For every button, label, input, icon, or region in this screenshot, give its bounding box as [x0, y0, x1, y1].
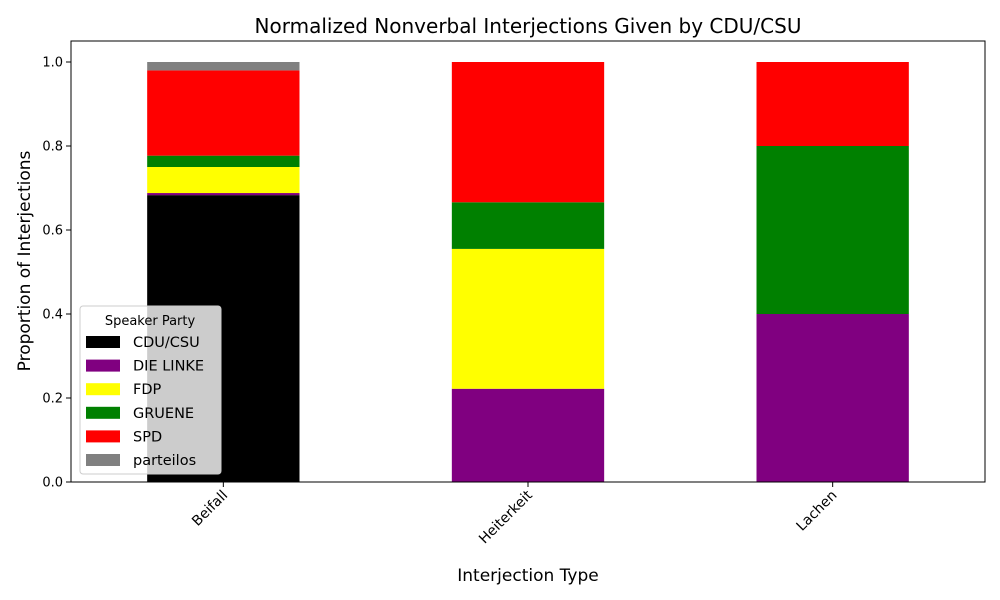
bar-heiterkeit-die-linke [451, 388, 605, 482]
bar-heiterkeit-fdp [451, 248, 605, 389]
legend-swatch-spd [86, 430, 120, 443]
legend-label-die-linke: DIE LINKE [133, 359, 204, 375]
legend-swatch-gruene [86, 406, 120, 419]
legend-label-gruene: GRUENE [133, 406, 194, 422]
bar-beifall-fdp [147, 167, 300, 194]
x-tick-label-beifall: Beifall [189, 488, 231, 530]
y-axis: 0.0 0.2 0.4 0.6 0.8 1.0 [42, 56, 71, 491]
x-tick-label-lachen: Lachen [794, 488, 841, 535]
x-axis-label: Interjection Type [457, 566, 598, 586]
y-tick-label: 0.8 [42, 140, 63, 155]
y-tick-label: 0.2 [42, 392, 63, 407]
legend-swatch-die-linke [86, 359, 120, 372]
legend-label-fdp: FDP [133, 382, 162, 398]
y-tick-label: 1.0 [42, 56, 63, 71]
bar-beifall-gruene [147, 155, 300, 167]
x-tick-label-heiterkeit: Heiterkeit [476, 487, 536, 547]
y-tick-label: 0.0 [42, 476, 63, 491]
bar-beifall-die-linke [147, 193, 300, 196]
plot-area [147, 62, 909, 482]
x-axis: Beifall Heiterkeit Lachen [189, 482, 840, 547]
y-tick-label: 0.6 [42, 224, 63, 239]
legend-label-spd: SPD [133, 429, 162, 445]
bar-heiterkeit-gruene [451, 202, 605, 249]
legend-label-parteilos: parteilos [133, 453, 196, 469]
bar-lachen-die-linke [756, 314, 909, 482]
bar-beifall-parteilos [147, 62, 300, 71]
legend-swatch-parteilos [86, 454, 120, 466]
y-tick-label: 0.4 [42, 308, 63, 323]
legend: Speaker Party CDU/CSU DIE LINKE FDP GRUENE SP… [79, 305, 222, 475]
bar-heiterkeit-spd [451, 62, 605, 203]
bar-lachen-gruene [756, 146, 909, 314]
bar-lachen-spd [756, 62, 909, 146]
legend-label-cdu-csu: CDU/CSU [133, 335, 200, 351]
legend-swatch-fdp [86, 383, 120, 396]
legend-title: Speaker Party [105, 314, 196, 329]
legend-swatch-cdu-csu [86, 336, 120, 348]
chart-title: Normalized Nonverbal Interjections Given… [255, 14, 802, 38]
bar-beifall-spd [147, 70, 300, 156]
y-axis-label: Proportion of Interjections [15, 150, 35, 371]
